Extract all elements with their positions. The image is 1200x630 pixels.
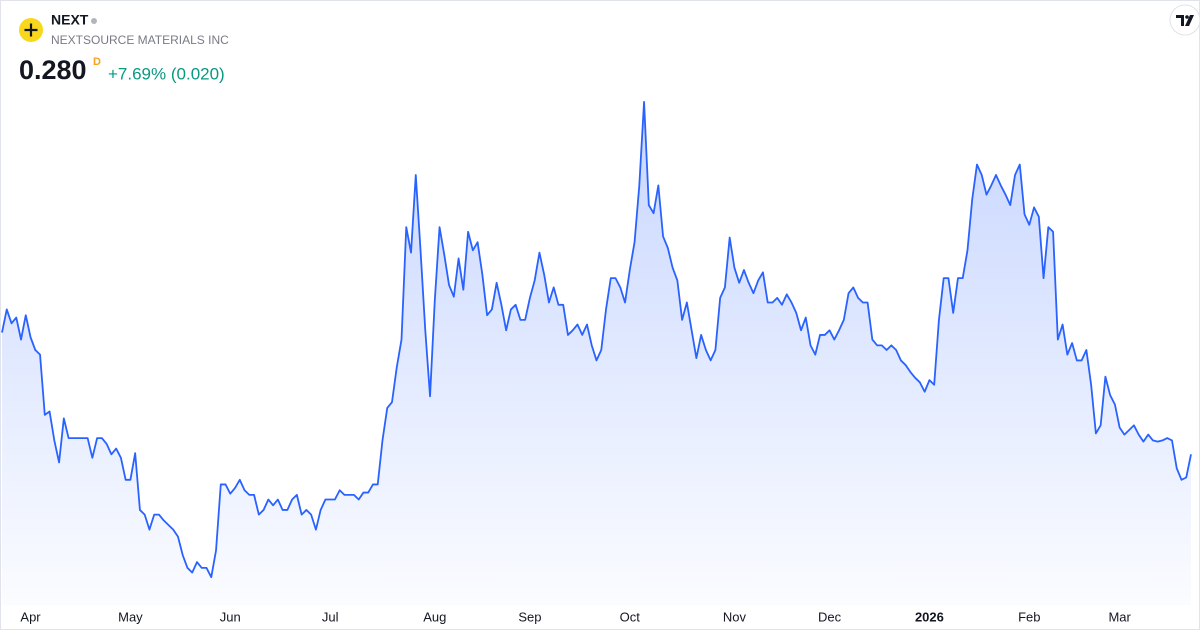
x-tick-label: 2026 [915, 609, 944, 624]
x-tick-label: Mar [1108, 609, 1131, 624]
x-tick-label: Feb [1018, 609, 1040, 624]
x-tick-label: Jun [220, 609, 241, 624]
symbol: NEXT [51, 12, 89, 28]
status-dot [91, 18, 97, 24]
x-tick-label: Oct [620, 609, 641, 624]
x-tick-label: Sep [518, 609, 541, 624]
change: +7.69% (0.020) [108, 64, 225, 83]
x-tick-label: Jul [322, 609, 339, 624]
x-tick-label: Aug [423, 609, 446, 624]
x-tick-label: Apr [20, 609, 41, 624]
area [2, 101, 1191, 605]
x-tick-label: May [118, 609, 143, 624]
company-name: NEXTSOURCE MATERIALS INC [51, 33, 229, 47]
interval: D [93, 56, 101, 68]
symbol-icon [19, 18, 43, 42]
x-tick-label: Nov [723, 609, 747, 624]
plot [1, 101, 1192, 605]
tv-logo [1169, 4, 1200, 36]
price: 0.280 [19, 55, 87, 85]
price-line [1, 101, 1192, 579]
x-tick-label: Dec [818, 609, 842, 624]
